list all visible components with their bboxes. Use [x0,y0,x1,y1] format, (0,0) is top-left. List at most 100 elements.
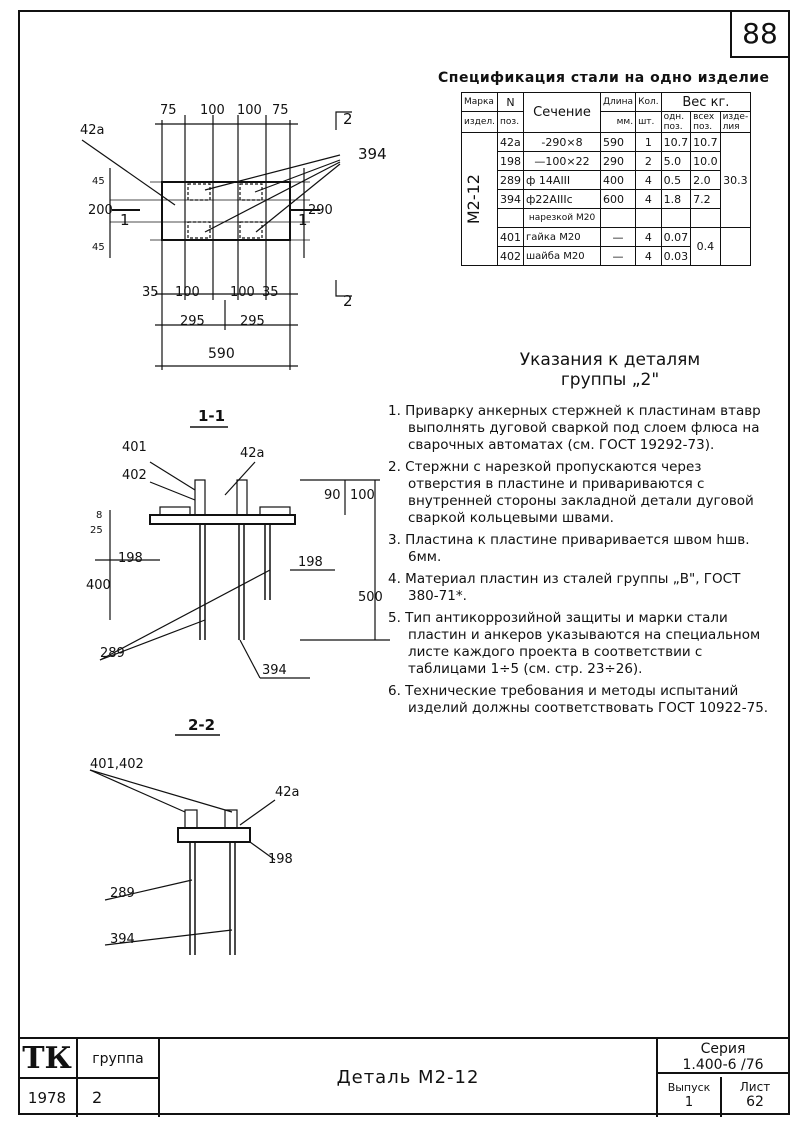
s2-plate [177,827,251,843]
note-item: 2. Стержни с нарезкой пропускаются через… [388,459,754,526]
s1-dim-400: 400 [86,578,111,593]
s1-label-402: 402 [122,468,147,483]
plan-strip [187,183,211,201]
group-weight: 0.4 [690,227,721,266]
cut-2-top: 2 [343,110,353,128]
notes-title-line1: Указания к деталям [519,350,701,370]
series-value: 1.400-6 /76 [682,1057,764,1073]
note-item: 1. Приварку анкерных стержней к пластина… [388,403,761,453]
s1-strip [159,506,191,516]
section-2-2 [89,734,276,955]
cell: 10.0 [690,151,721,171]
dim-total: 590 [208,346,235,362]
stamp-title: Деталь М2-12 [160,1039,658,1117]
table-row: 394 ф22АIIIс 600 4 1.8 7.2 [462,189,751,209]
s1-plate [149,514,296,525]
section-2-title: 2-2 [188,716,216,734]
note-item: 3. Пластина к пластине приваривается шво… [388,532,750,565]
s1-dim-100: 100 [350,488,375,503]
cell: — [600,246,637,266]
s2-label-198: 198 [268,852,293,867]
plan-plate [161,181,291,241]
label-394: 394 [358,145,387,163]
cut-2-bottom: 2 [343,292,353,310]
cell: 600 [600,189,637,209]
s1-label-394: 394 [262,663,287,678]
s1-dim-90: 90 [324,488,341,503]
plan-view [81,111,352,370]
cell: 0.03 [660,246,692,266]
plan-strip [239,183,263,201]
cell: 5.0 [660,151,692,171]
cell: 4 [635,246,662,266]
stamp-group-label: группа [78,1039,160,1079]
s1-bolt [236,479,248,516]
stamp-issue: Выпуск 1 [658,1077,722,1117]
empty-cell [719,227,752,266]
cell: 198 [497,151,525,171]
s1-label-401: 401 [122,440,147,455]
dim-left-3: 45 [92,242,105,253]
spec-table: Марка N Сечение Длина Кол. Вес кг. издел… [460,92,752,266]
issue-value: 1 [684,1095,694,1110]
dim-top-2: 100 [200,103,225,118]
dim-half-1: 295 [180,314,205,329]
note-item: 5. Тип антикоррозийной защиты и марки ст… [388,610,761,677]
dim-right: 290 [308,203,333,218]
s1-dim-25: 25 [90,525,103,536]
table-row: 198 —100×22 290 2 5.0 10.0 [462,151,751,171]
s2-label-401-402: 401,402 [90,757,144,772]
cell: 590 [600,132,637,152]
spec-title: Спецификация стали на одно изделие [438,70,770,86]
title-block: ТК группа 1978 2 Деталь М2-12 Серия 1.40… [18,1037,790,1117]
stamp-org: ТК [18,1039,78,1079]
stamp-year: 1978 [18,1079,78,1117]
sheet-value: 62 [746,1094,764,1110]
cell: 0.5 [660,170,692,190]
dim-half-2: 295 [240,314,265,329]
stamp-sheet: Лист 62 [722,1077,788,1110]
stamp-series: Серия 1.400-6 /76 [658,1041,788,1073]
s1-label-198-right: 198 [298,555,323,570]
sheet-frame [18,10,790,1115]
notes-title-line2: группы „2" [560,370,660,390]
s2-bolt [184,809,198,829]
s2-label-289: 289 [110,886,135,901]
table-row: 402 шайба М20 — 4 0.03 [462,246,751,266]
cell: 2.0 [690,170,721,190]
stamp-group-value: 2 [78,1079,160,1117]
cell: ф 14АIII [523,170,602,190]
dim-top-4: 75 [272,103,289,118]
s1-label-42a: 42а [240,446,265,461]
series-label: Серия [700,1041,746,1057]
dim-bottom-4: 35 [262,285,279,300]
dim-left-2: 200 [88,203,113,218]
s2-label-394: 394 [110,932,135,947]
dim-left-1: 45 [92,176,105,187]
label-42a: 42а [80,123,105,138]
cut-1-right: 1 [298,211,308,229]
cell: 10.7 [660,132,692,152]
s1-label-289: 289 [100,646,125,661]
dim-bottom-2: 100 [175,285,200,300]
section-1-title: 1-1 [198,407,226,425]
total-weight: 30.3 [719,132,752,228]
s2-bolt [224,809,238,829]
note-item: 4. Материал пластин из сталей группы „В"… [388,571,741,604]
dim-bottom-1: 35 [142,285,159,300]
cell: 400 [600,170,637,190]
s2-label-42a: 42а [275,785,300,800]
s1-dim-500: 500 [358,590,383,605]
issue-label: Выпуск [667,1081,711,1094]
page-number: 88 [730,10,788,58]
note-item: 6. Технические требования и методы испыт… [388,683,769,716]
s1-strip [259,506,291,516]
table-row: нарезкой М20 [462,208,751,228]
s1-dim-8: 8 [96,510,103,521]
notes-title: Указания к деталям группы „2" [470,350,750,390]
dim-top-1: 75 [160,103,177,118]
section-1-1 [95,426,390,679]
sheet-label: Лист [739,1080,771,1094]
cell: ф22АIIIс [523,189,602,209]
